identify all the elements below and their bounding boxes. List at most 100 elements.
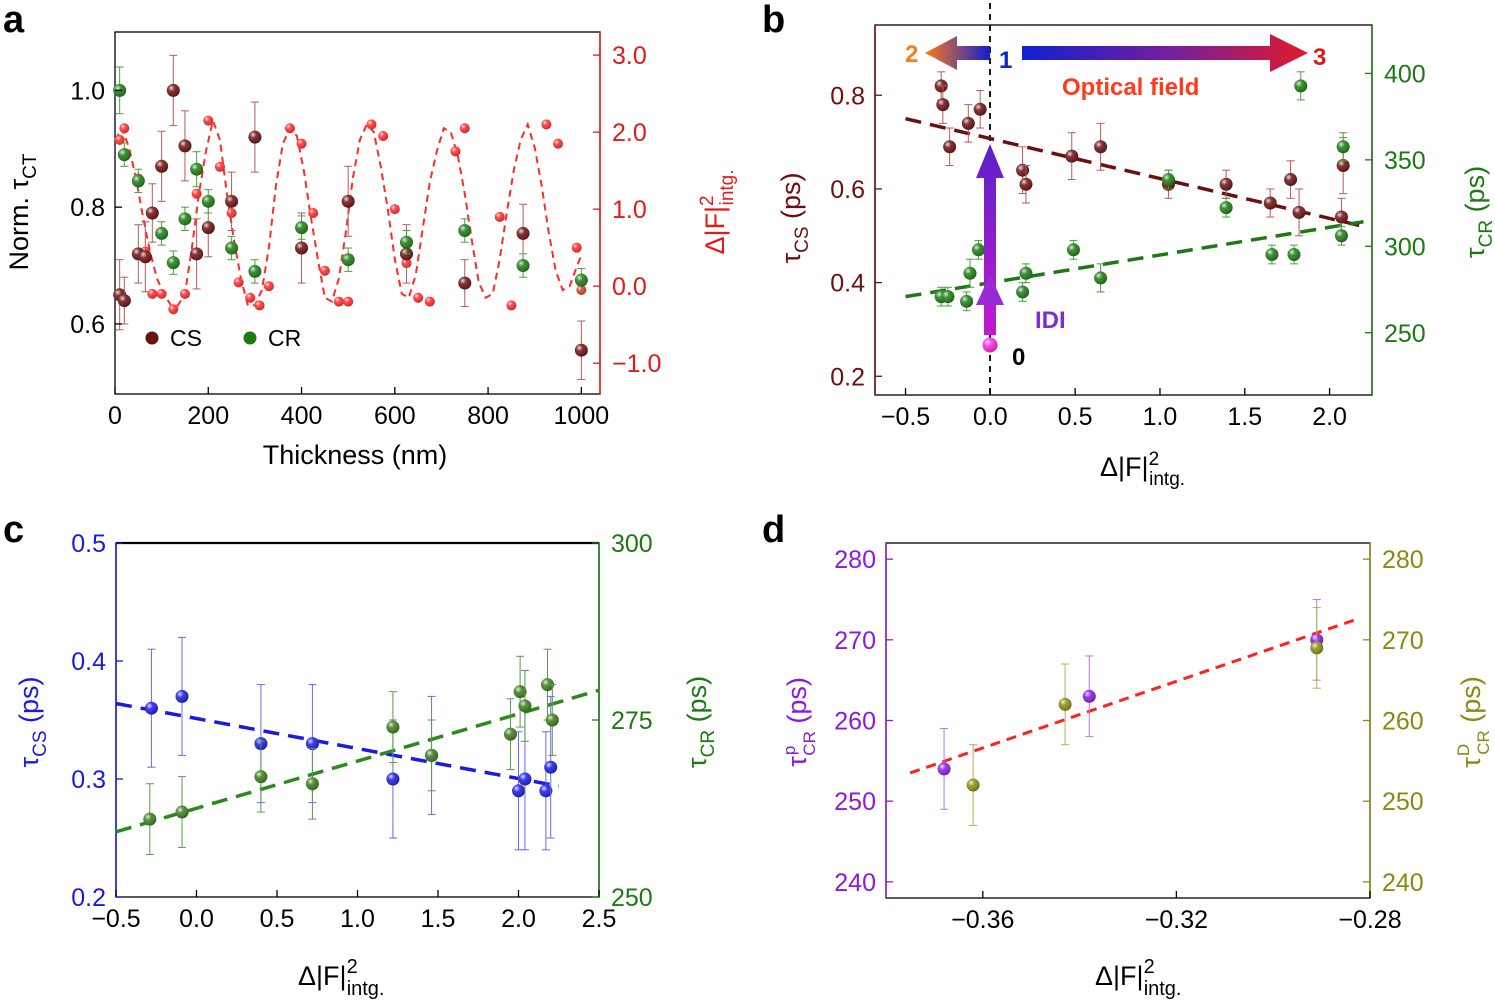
panel-letter-b: b: [762, 0, 785, 41]
field-point-shade: [263, 281, 274, 292]
cr-point-shade: [1287, 247, 1301, 261]
y-tick-label: 2.0: [612, 119, 647, 147]
cr-fit-line: [115, 688, 600, 834]
y-tick-label: 300: [611, 530, 653, 558]
d-point-shade: [1058, 697, 1072, 711]
label-0: 0: [1012, 344, 1025, 371]
cr-point-shade: [1094, 271, 1108, 285]
field-point-shade: [308, 208, 319, 218]
y-tick-label: 240: [834, 869, 876, 897]
arrow-idi: [976, 144, 1004, 335]
cs-point-shade: [1019, 177, 1033, 191]
cr-point-shade: [516, 259, 530, 273]
y-tick-label: 0.8: [830, 82, 865, 110]
cs-point-shade: [201, 221, 215, 235]
cr-point-shade: [963, 266, 977, 280]
x-tick-label: 2.5: [582, 905, 617, 933]
cs-point-shade: [138, 250, 152, 264]
x-tick-label: 1.0: [1143, 403, 1178, 431]
panel-letter-a: a: [3, 0, 25, 41]
cs-point-shade: [190, 247, 204, 261]
field-point-shade: [147, 288, 158, 299]
x-tick-label: 400: [281, 402, 323, 430]
panel-a-xlabel: Thickness (nm): [263, 440, 448, 470]
cs-point-shade: [458, 276, 472, 290]
cr-point-shade: [425, 748, 439, 762]
y-tick-label: 250: [834, 788, 876, 816]
cr-point-shade: [155, 226, 169, 240]
cr-point-shade: [1219, 201, 1233, 215]
y-tick-label: 300: [1384, 233, 1426, 261]
y-tick-label: 270: [1382, 627, 1424, 655]
cs-point-shade: [178, 139, 192, 153]
y-tick-label: 350: [1384, 147, 1426, 175]
y-tick-label: 260: [834, 708, 876, 736]
d-point-shade: [966, 778, 980, 792]
cr-point-shade: [1336, 140, 1350, 154]
x-tick-label: 2.0: [1312, 403, 1347, 431]
cr-point-shade: [941, 290, 955, 304]
field-point-shade: [254, 300, 265, 311]
y-tick-label: 250: [611, 884, 653, 912]
x-tick-label: 0: [108, 402, 122, 430]
cs-point-shade: [539, 784, 553, 798]
y-tick-label: 250: [1382, 788, 1424, 816]
y-tick-label: 1.0: [612, 196, 647, 224]
cr-point-shade: [971, 243, 985, 257]
y-tick-label: 0.6: [70, 311, 105, 339]
panel-c-ylabel-right: τCR (ps): [682, 676, 719, 768]
y-tick-label: 260: [1382, 708, 1424, 736]
cr-point-shade: [166, 256, 180, 270]
y-tick-label: 275: [611, 707, 653, 735]
cr-point-shade: [1294, 79, 1308, 93]
legend-cs-marker: [145, 331, 159, 345]
cr-point-shade: [1016, 285, 1030, 299]
legend-cs-label: CS: [170, 325, 202, 351]
x-tick-label: 1000: [554, 402, 610, 430]
label-optical-field: Optical field: [1062, 74, 1199, 101]
y-tick-label: 0.0: [612, 273, 647, 301]
panel-b-ylabel-left: τCS (ps): [776, 172, 813, 263]
x-tick-label: 1.5: [421, 905, 456, 933]
cr-point-shade: [1066, 243, 1080, 257]
y-tick-label: 250: [1384, 320, 1426, 348]
cr-point-shade: [545, 713, 559, 727]
panel-b-xlabel: Δ|F|2 intg.: [1100, 449, 1185, 490]
cs-point-shade: [1284, 173, 1298, 187]
panel-d-ylabel-left: τpCR (ps): [780, 677, 819, 767]
cs-point-shade: [943, 140, 957, 154]
cr-point-shade: [1265, 247, 1279, 261]
field-point-shade: [245, 292, 256, 303]
cs-point-shade: [516, 226, 530, 240]
field-point-shade: [424, 296, 435, 307]
cr-point-shade: [386, 720, 400, 734]
cs-point-shade: [973, 102, 987, 116]
cr-point-shade: [574, 273, 588, 287]
x-tick-label: −0.32: [1145, 906, 1208, 934]
cs-point-shade: [518, 772, 532, 786]
cr-point-shade: [1334, 229, 1348, 243]
x-tick-label: 0.0: [973, 403, 1008, 431]
x-tick-label: 0.0: [179, 905, 214, 933]
cr-point-shade: [1161, 173, 1175, 187]
panel-c-ylabel-left: τCS (ps): [14, 676, 51, 767]
field-point-shade: [333, 296, 344, 307]
y-tick-label: 1.0: [70, 77, 105, 105]
panel-b-chart: Optical field IDI 0 1 2 3 −0.5 0.0 0.5 1.0 1…: [776, 3, 1495, 490]
cr-point-shade: [503, 727, 517, 741]
cs-point-shade: [145, 206, 159, 220]
cs-point-shade: [117, 294, 131, 308]
cs-point-shade: [1336, 159, 1350, 173]
x-tick-label: 600: [374, 402, 416, 430]
idi-origin-shade: [982, 337, 998, 353]
field-point-shade: [296, 138, 307, 149]
x-tick-label: 0.5: [1058, 403, 1093, 431]
panel-d-chart: −0.36 −0.32 −0.28 240 250 260 270 280 240 250 26…: [780, 542, 1493, 1000]
y-tick-label: 400: [1384, 60, 1426, 88]
cr-point-shade: [341, 253, 355, 267]
field-point-shade: [156, 288, 167, 299]
field-point-shade: [378, 130, 389, 141]
x-tick-label: 200: [187, 402, 229, 430]
panel-letter-d: d: [762, 509, 785, 551]
